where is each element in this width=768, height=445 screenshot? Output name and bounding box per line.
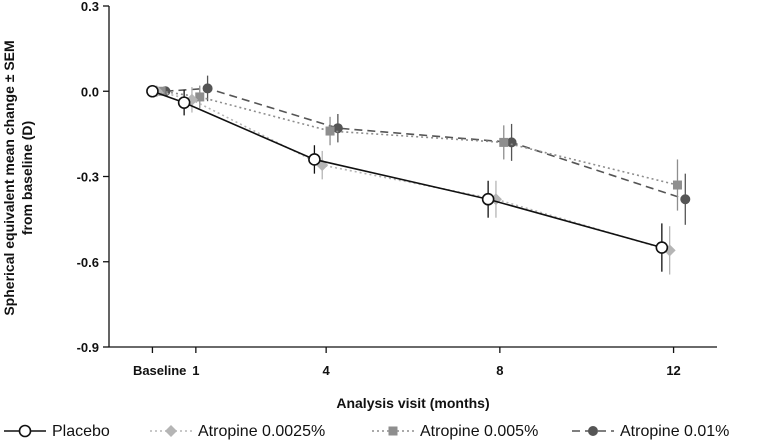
data-point — [655, 241, 669, 254]
legend-marker — [388, 426, 398, 436]
data-point — [195, 92, 205, 102]
axes: 0.3 0.0 -0.3 -0.6 -0.9 Baseline 1 4 8 12 — [77, 0, 717, 378]
y-axis-title-line-1: Spherical equivalent mean change ± SEM — [1, 40, 17, 315]
data-point — [506, 137, 517, 148]
legend-marker — [165, 425, 177, 437]
legend-label: Atropine 0.01% — [620, 423, 729, 440]
legend-marker — [588, 426, 598, 436]
data-point — [308, 153, 321, 166]
series-layer — [146, 75, 691, 275]
legend-item: Atropine 0.01% — [572, 423, 729, 440]
y-tick-label: -0.6 — [77, 255, 99, 270]
legend-label: Atropine 0.005% — [420, 423, 538, 440]
series-line — [156, 90, 670, 252]
x-tick-label: Baseline — [133, 363, 186, 378]
y-tick-label: 0.3 — [81, 0, 99, 14]
x-tick-label: 1 — [192, 363, 199, 378]
y-tick-label: -0.3 — [77, 170, 99, 185]
legend-label: Atropine 0.0025% — [198, 423, 325, 440]
data-point — [202, 83, 213, 94]
series-line — [152, 90, 663, 249]
legend-item: Atropine 0.005% — [372, 423, 538, 440]
data-point — [325, 126, 335, 136]
data-point — [177, 96, 191, 109]
series-placebo — [146, 84, 669, 272]
x-tick-label: 12 — [666, 363, 680, 378]
series-atropine-0-01- — [160, 75, 691, 225]
x-tick-label: 4 — [323, 363, 331, 378]
x-tick-label: 8 — [496, 363, 503, 378]
series-atropine-0-005- — [156, 85, 682, 211]
data-point — [146, 84, 159, 98]
series-line — [160, 90, 678, 186]
legend-item: Atropine 0.0025% — [150, 423, 325, 440]
legend-marker — [18, 424, 32, 438]
legend: Placebo Atropine 0.0025% Atropine 0.005% At… — [4, 423, 729, 440]
x-axis-title: Analysis visit (months) — [336, 395, 489, 411]
data-point — [680, 194, 691, 205]
legend-item: Placebo — [4, 423, 110, 440]
y-tick-label: -0.9 — [77, 340, 99, 355]
y-axis-title-line-2: from baseline (D) — [19, 121, 35, 235]
y-tick-label: 0.0 — [81, 84, 99, 99]
series-atropine-0-0025- — [150, 85, 676, 275]
series-line — [165, 87, 686, 200]
legend-label: Placebo — [52, 423, 110, 440]
data-point — [481, 192, 495, 206]
data-point — [499, 137, 509, 147]
data-point — [672, 180, 682, 190]
